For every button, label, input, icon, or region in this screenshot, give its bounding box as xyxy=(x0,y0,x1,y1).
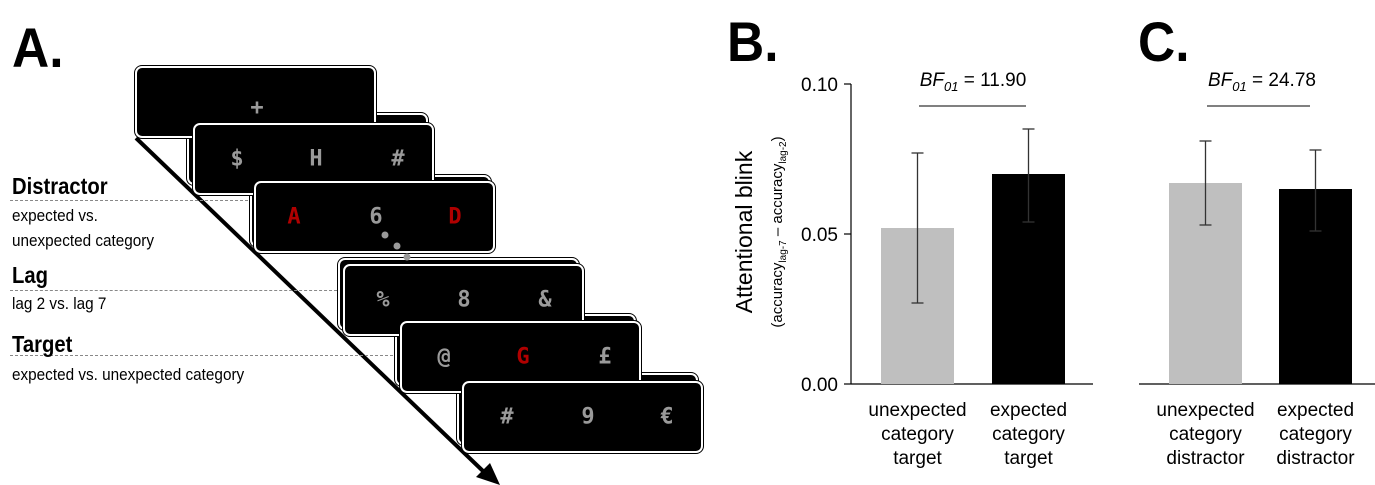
frame-glyph: H xyxy=(309,146,323,172)
dash-line-target xyxy=(10,355,398,356)
y-axis-subtitle: (accuracylag-7 – accuracylag-2) xyxy=(769,136,789,327)
frame-glyph-distractor: D xyxy=(448,204,462,230)
stimulus-frame-last: # 9 € xyxy=(462,381,703,453)
panel-letter-b: B. xyxy=(727,10,779,73)
x-category-label: category xyxy=(1279,424,1352,445)
x-category-label: distractor xyxy=(1166,448,1245,469)
x-category-label: unexpected xyxy=(1156,400,1254,421)
frame-glyph: % xyxy=(376,287,390,313)
label-distractor: Distractor xyxy=(12,173,108,199)
y-axis-title: Attentional blink xyxy=(731,150,757,313)
frame-glyph: @ xyxy=(437,344,451,370)
y-tick-label: 0.00 xyxy=(801,375,838,396)
x-category-label: target xyxy=(1004,448,1053,469)
frame-glyph: & xyxy=(538,287,552,313)
stimulus-frame-distractor: A 6 D xyxy=(254,181,495,253)
panel-letter-a: A. xyxy=(12,16,64,79)
frame-glyph: 6 xyxy=(369,204,383,230)
label-lag: Lag xyxy=(12,262,48,288)
frame-glyph: # xyxy=(391,146,405,172)
x-category-label: category xyxy=(992,424,1065,445)
frame-glyph: # xyxy=(500,404,514,430)
label-distractor-sub-2: unexpected category xyxy=(12,231,155,250)
panel-letter-c: C. xyxy=(1138,10,1190,73)
frame-glyph: £ xyxy=(598,344,612,370)
frame-glyph-distractor: A xyxy=(287,204,301,230)
frame-glyph: $ xyxy=(230,146,244,172)
frame-glyph: 9 xyxy=(581,404,595,430)
y-tick-label: 0.10 xyxy=(801,75,838,96)
x-category-label: expected xyxy=(990,400,1067,421)
dash-line-lag xyxy=(10,290,342,291)
x-category-label: distractor xyxy=(1276,448,1355,469)
x-category-label: unexpected xyxy=(868,400,966,421)
frame-glyph: + xyxy=(250,95,264,121)
x-category-label: category xyxy=(1169,424,1242,445)
label-target: Target xyxy=(12,331,73,357)
x-category-label: expected xyxy=(1277,400,1354,421)
x-category-label: target xyxy=(893,448,942,469)
label-distractor-sub-1: expected vs. xyxy=(12,206,98,225)
y-tick-label: 0.05 xyxy=(801,225,838,246)
x-category-label: category xyxy=(881,424,954,445)
frame-glyph: 8 xyxy=(457,287,471,313)
bayes-factor-label: BF01 = 24.78 xyxy=(1208,70,1316,94)
dash-line-distractor xyxy=(10,200,258,201)
bayes-factor-label: BF01 = 11.90 xyxy=(920,70,1027,94)
label-lag-sub: lag 2 vs. lag 7 xyxy=(12,294,107,313)
label-target-sub: expected vs. unexpected category xyxy=(12,365,245,384)
frame-glyph-target: G xyxy=(516,344,530,370)
frame-glyph: € xyxy=(660,404,674,430)
